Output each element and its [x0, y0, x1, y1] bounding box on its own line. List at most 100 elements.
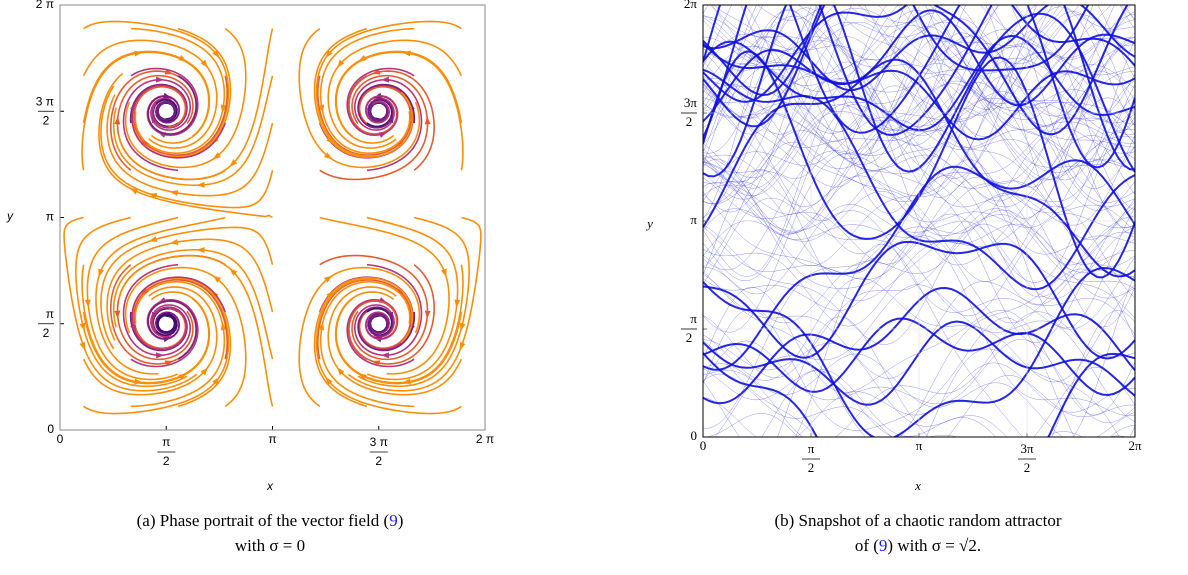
- stream-arrow: [148, 193, 158, 199]
- stream-arrow: [84, 299, 91, 308]
- stream-arrow: [178, 54, 187, 62]
- stream-arrow: [380, 352, 390, 359]
- tick-label-denominator: 2: [43, 113, 50, 127]
- tick-label-denominator: 2: [43, 326, 50, 340]
- stream-arrow: [141, 287, 149, 296]
- y-axis-label: y: [645, 216, 653, 231]
- caption-ref[interactable]: 9: [389, 511, 398, 530]
- stream-arrow: [323, 152, 333, 160]
- stream-arrow: [326, 136, 334, 145]
- stream-arrow: [148, 236, 158, 242]
- stream-arrow: [130, 324, 136, 333]
- stream-arrow: [212, 152, 222, 160]
- tick-label-denominator: 2: [375, 454, 382, 468]
- stream-arrow: [318, 322, 325, 331]
- caption-text: ): [398, 511, 404, 530]
- x-axis-label: x: [266, 479, 274, 493]
- caption-a: (a) Phase portrait of the vector field (…: [137, 511, 404, 530]
- tick-label: 2 π: [36, 0, 54, 11]
- stream-arrow: [196, 181, 205, 188]
- tick-label-numerator: π: [690, 311, 697, 326]
- stream-arrow: [380, 76, 390, 83]
- stream-arrow: [162, 92, 172, 99]
- attractor-filament: [703, 5, 1135, 121]
- stream-arrow: [325, 49, 333, 59]
- stream-arrow: [440, 268, 447, 278]
- stream-arrow: [141, 139, 149, 148]
- caption-text: of (: [855, 536, 879, 555]
- caption-a-line2: with σ = 0: [235, 536, 305, 555]
- stream-arrow: [318, 104, 325, 113]
- stream-arrow: [337, 367, 345, 376]
- stream-arrow: [337, 59, 345, 68]
- tick-label-numerator: π: [808, 441, 815, 456]
- stream-arrow: [212, 275, 222, 283]
- stream-arrow: [164, 360, 174, 367]
- stream-arrow: [169, 190, 179, 196]
- caption-text: ) with σ = √2.: [887, 536, 981, 555]
- caption-b: (b) Snapshot of a chaotic random attract…: [774, 511, 1061, 530]
- stream-arrow: [79, 322, 86, 332]
- stream-arrow: [387, 311, 393, 321]
- stream-arrow: [387, 114, 393, 124]
- tick-label-numerator: 3π: [1020, 441, 1034, 456]
- stream-arrow: [134, 378, 143, 385]
- tick-label: π: [46, 210, 54, 224]
- tick-label-numerator: π: [162, 435, 170, 449]
- attractor-filament: [703, 413, 1083, 437]
- stream-arrow: [200, 59, 208, 68]
- stream-arrow: [396, 287, 404, 296]
- stream-arrow: [454, 299, 461, 308]
- plot-frame: [702, 4, 1136, 438]
- stream-arrow: [424, 310, 431, 319]
- stream-arrow: [371, 360, 381, 367]
- caption-ref[interactable]: 9: [879, 536, 888, 555]
- stream-arrow: [162, 311, 171, 318]
- tick-label-denominator: 2: [808, 460, 815, 475]
- attractor-filament: [703, 373, 1135, 437]
- tick-label-denominator: 2: [163, 454, 170, 468]
- tick-label: 2π: [684, 0, 698, 11]
- caption-text: (a) Phase portrait of the vector field (: [137, 511, 390, 530]
- plot-content: [63, 20, 482, 415]
- tick-label: 2 π: [476, 432, 494, 446]
- attractor-filament: [703, 340, 1120, 437]
- stream-arrow: [459, 322, 466, 332]
- stream-arrow: [424, 116, 431, 125]
- stream-arrow: [155, 76, 165, 83]
- tick-label-numerator: 3 π: [370, 435, 388, 449]
- tick-label: 0: [47, 422, 54, 436]
- stream-arrow: [129, 188, 139, 195]
- x-axis-label: x: [914, 478, 921, 493]
- y-axis-label: y: [6, 209, 14, 223]
- stream-arrow: [358, 54, 367, 62]
- stream-arrow: [325, 376, 333, 386]
- stream-arrow: [162, 336, 172, 343]
- stream-arrow: [155, 352, 165, 359]
- stream-arrow: [200, 367, 208, 376]
- tick-label: 2π: [1128, 438, 1142, 453]
- tick-label: 0: [691, 428, 698, 443]
- stream-arrow: [114, 310, 121, 319]
- tick-label-numerator: π: [46, 307, 54, 321]
- attractor-filament: [703, 352, 1135, 437]
- stream-arrow: [98, 268, 105, 278]
- attractor-filament: [711, 5, 1135, 142]
- caption-b-line2: of (9) with σ = √2.: [855, 536, 981, 555]
- stream-arrow: [396, 139, 404, 148]
- attractor-filament: [703, 5, 1135, 64]
- stream-arrow: [229, 159, 238, 167]
- attractor-filament: [761, 367, 1135, 437]
- stream-arrow: [114, 116, 121, 125]
- tick-label-denominator: 2: [686, 330, 693, 345]
- tick-label-numerator: 3π: [684, 95, 698, 110]
- stream-arrow: [229, 268, 238, 276]
- tick-label: π: [690, 212, 697, 227]
- attractor-filament: [703, 5, 1129, 136]
- tick-label-denominator: 2: [1024, 460, 1031, 475]
- stream-arrow: [130, 102, 136, 111]
- tick-label: 0: [700, 438, 707, 453]
- stream-arrow: [196, 247, 205, 254]
